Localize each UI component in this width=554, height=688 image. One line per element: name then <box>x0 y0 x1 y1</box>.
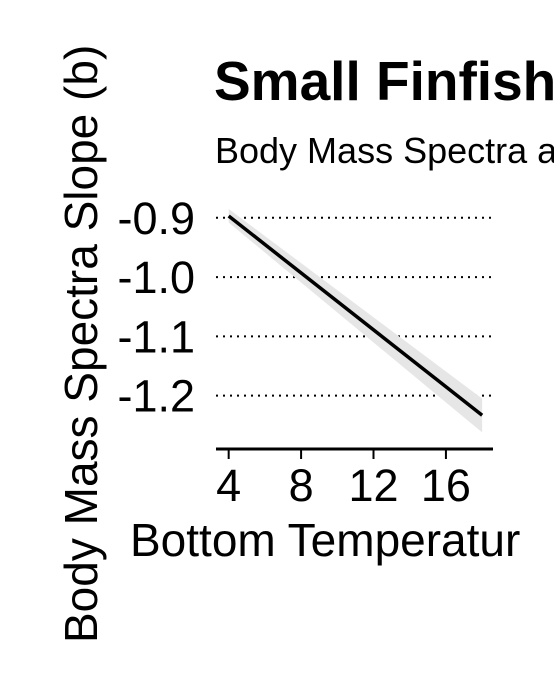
chart-title: Small Finfish <box>214 50 554 112</box>
x-tick-label: 12 <box>348 460 398 511</box>
x-tick-label: 8 <box>289 460 314 511</box>
series-layer <box>227 214 484 417</box>
x-tick-label: 16 <box>421 460 471 511</box>
x-tick-layer: 4 8 12 16 <box>216 449 471 511</box>
y-tick-label: -1.0 <box>117 252 195 303</box>
y-tick-label: -0.9 <box>117 193 195 244</box>
y-tick-label: -1.1 <box>117 311 195 362</box>
y-tick-layer: -0.9 -1.0 -1.1 -1.2 <box>117 193 195 422</box>
x-tick-label: 4 <box>216 460 241 511</box>
x-axis-title: Bottom Temperatur <box>130 514 520 566</box>
confidence-ribbon <box>228 208 483 433</box>
chart-subtitle: Body Mass Spectra a <box>215 130 554 171</box>
y-axis-title: Body Mass Spectra Slope (b) <box>55 45 107 643</box>
regression-line <box>227 214 484 417</box>
ribbon-layer <box>228 208 483 433</box>
y-tick-label: -1.2 <box>117 371 195 422</box>
